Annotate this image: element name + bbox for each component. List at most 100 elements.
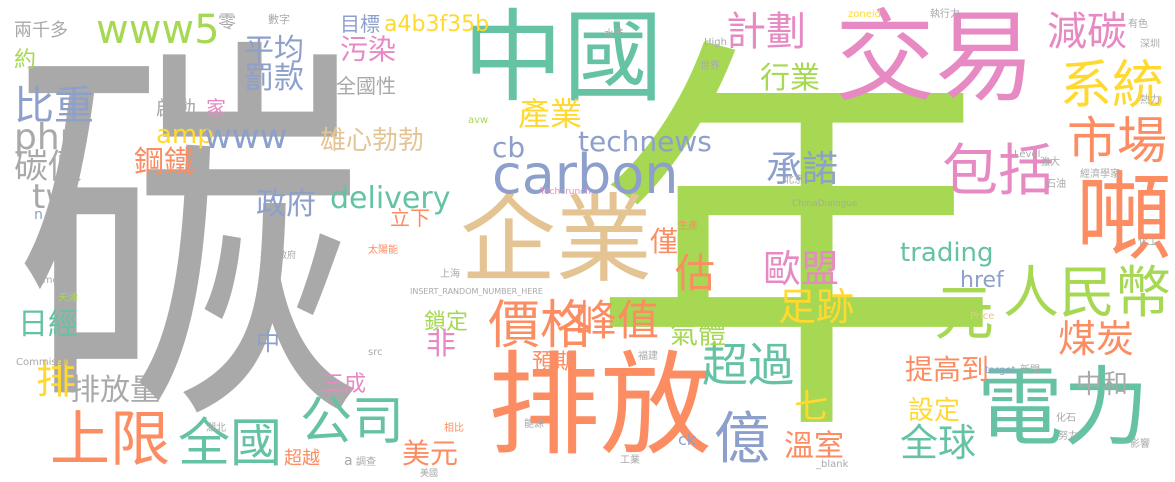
- word-img: img: [40, 276, 59, 286]
- word-yuqi: 預期: [532, 352, 576, 374]
- word-yingxiang: 影響: [1130, 440, 1150, 450]
- word-shuzi: 數字: [268, 14, 290, 25]
- word-qiye: 企業: [460, 192, 652, 288]
- word-huashi: 化石: [1056, 414, 1076, 424]
- word-gangtie: 鋼鐵: [134, 148, 194, 178]
- word-xiangbi: 相比: [444, 424, 464, 434]
- word-dun: 噸: [1076, 170, 1172, 266]
- word-high: High: [704, 38, 727, 48]
- word-fujian: 福建: [638, 352, 658, 362]
- word-jingjixuejia: 經濟學家: [1080, 170, 1120, 180]
- word-beijing: 北京: [784, 176, 804, 186]
- word-shanghai: 上海: [440, 270, 460, 280]
- word-tianjin: 天津: [58, 294, 78, 304]
- word-rijing: 日經: [18, 310, 78, 340]
- word-www: www: [204, 120, 287, 154]
- word-fakuan: 罰款: [244, 64, 304, 94]
- word-techcrunch: Techcrunch: [540, 188, 591, 197]
- word-renminbi: 人民幣: [1003, 266, 1171, 322]
- word-commission: Commission: [16, 358, 77, 368]
- word-yi: 億: [714, 412, 770, 468]
- word-blank: _blank: [816, 460, 848, 470]
- word-zhongguo: 中國: [463, 8, 663, 108]
- word-meiyuan: 美元: [402, 440, 458, 468]
- word-chinadialogue: ChinaDialogue: [792, 200, 858, 209]
- word-wuran: 污染: [340, 36, 396, 64]
- word-shijie: 世界: [700, 62, 720, 72]
- word-a: a: [344, 454, 353, 468]
- word-tanjia: 碳價: [14, 150, 82, 184]
- word-ck: ck: [678, 432, 696, 448]
- word-diaocha: 調查: [356, 458, 376, 468]
- word-yue: 約: [14, 50, 36, 72]
- word-gongye: 工業: [620, 456, 640, 466]
- word-quanguo: 全國: [178, 418, 282, 470]
- word-chanye: 產業: [518, 98, 582, 130]
- word-shenzhen: 深圳: [1140, 40, 1160, 50]
- word-avw: avw: [468, 116, 488, 126]
- word-oumeng: 歐盟: [763, 250, 839, 288]
- word-www5: www5: [96, 10, 220, 50]
- word-difangzhengfu: 地方政府: [260, 252, 296, 261]
- word-liangqianduo: 兩千多: [14, 22, 68, 40]
- word-cb: cb: [492, 134, 525, 162]
- word-taiyangneng: 太陽能: [368, 246, 398, 256]
- word-gongsi: 公司: [300, 396, 404, 448]
- word-qidong: 啟動: [156, 98, 196, 118]
- word-zoneid: zoneid: [848, 10, 881, 20]
- word-youse: 有色: [1128, 20, 1148, 30]
- word-href: href: [960, 270, 1004, 292]
- word-lixia: 立下: [390, 208, 430, 228]
- word-price: Price: [970, 312, 994, 322]
- word-wenshi: 溫室: [784, 432, 844, 462]
- word-hubei: 湖北: [206, 424, 226, 434]
- word-hangye: 行業: [760, 64, 820, 94]
- word-src: src: [368, 348, 383, 358]
- word-jia: 家: [206, 98, 226, 118]
- word-level: Level: [1014, 150, 1040, 160]
- word-insert: INSERT_RANDOM_NUMBER_HERE: [410, 288, 543, 296]
- word-technews: technews: [578, 128, 712, 156]
- word-ling: 零: [218, 14, 236, 32]
- word-meiguo: 美國: [420, 470, 438, 479]
- word-paifangliang: 排放量: [70, 376, 160, 406]
- word-nengyuan: 能源: [524, 420, 544, 430]
- word-jiantan: 減碳: [1047, 12, 1127, 52]
- word-qiangda: 強大: [1040, 158, 1060, 168]
- word-zuji: 足跡: [778, 288, 854, 326]
- word-n: n: [34, 208, 43, 222]
- word-shiyou: 石油: [1046, 180, 1066, 190]
- word-shengchan: 生產: [678, 222, 698, 232]
- word-jin: 僅: [650, 228, 678, 256]
- word-tigaodao: 提高到: [905, 356, 989, 384]
- word-jihua: 計劃: [726, 12, 806, 52]
- word-zhengfu: 政府: [256, 190, 316, 220]
- word-qiti: 氣體: [670, 320, 726, 348]
- word-jiaoyi: 交易: [835, 8, 1035, 108]
- word-hash: a4b3f35b: [384, 14, 489, 36]
- word-trading: trading: [900, 240, 994, 266]
- word-shichang: 市場: [1067, 116, 1167, 166]
- word-mubiao: 目標: [340, 14, 380, 34]
- word-sheding: 設定: [908, 398, 960, 424]
- word-quanguoxing: 全國性: [336, 76, 396, 96]
- word-meitan: 煤炭: [1058, 320, 1134, 358]
- word-quanqiu: 全球: [900, 424, 976, 462]
- word-gu: 估: [675, 254, 715, 294]
- word-zhonghe: 中和: [1076, 372, 1128, 398]
- word-fei: 非: [426, 330, 456, 360]
- word-xiongxin: 雄心勃勃: [320, 128, 424, 154]
- word-sancheng: 三成: [322, 374, 366, 396]
- word-huagong: 化工: [1138, 238, 1158, 248]
- word-shangxian: 上限: [50, 410, 170, 470]
- word-reli: 熱力: [1140, 96, 1160, 106]
- word-qi: 七: [794, 390, 828, 424]
- word-xinwen: 新聞: [1020, 366, 1040, 376]
- word-zhixingli: 執行力: [930, 10, 960, 20]
- word-target: target: [985, 366, 1015, 376]
- word-chaoyue: 超越: [284, 450, 320, 468]
- word-shuizhun: 水準: [604, 30, 624, 40]
- word-nuli: 努力: [1058, 432, 1078, 442]
- word-fengzhi: 峰值: [575, 300, 659, 342]
